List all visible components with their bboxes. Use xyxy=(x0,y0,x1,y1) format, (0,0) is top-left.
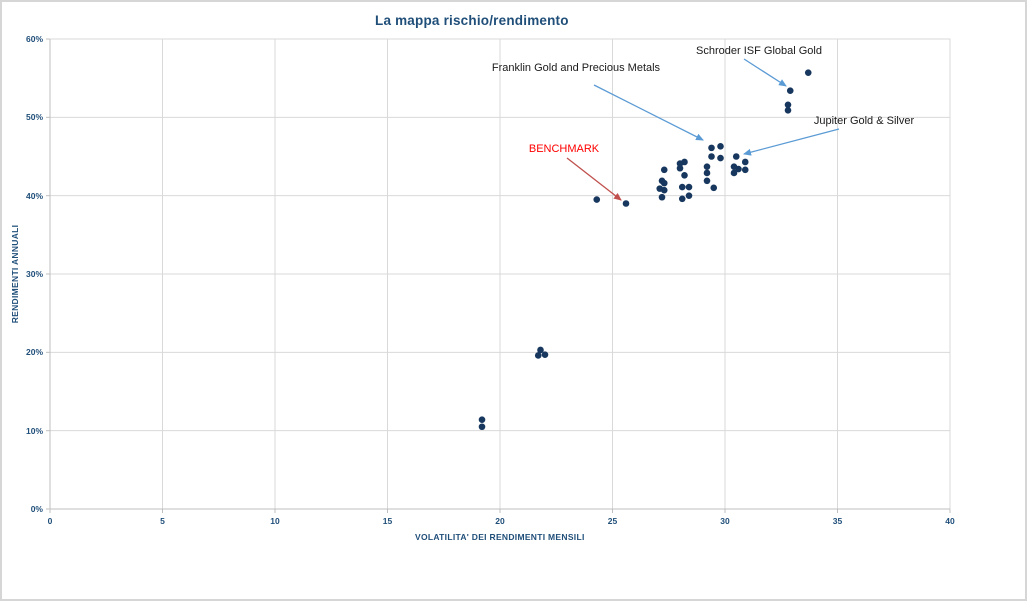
data-point xyxy=(534,352,542,359)
data-point xyxy=(804,69,812,76)
y-tick-label: 50% xyxy=(25,112,43,123)
annotation-franklin-label: Franklin Gold and Precious Metals xyxy=(491,62,661,74)
x-axis-title: VOLATILITA' DEI RENDIMENTI MENSILI xyxy=(415,532,585,542)
y-tick-label: 10% xyxy=(25,425,43,436)
data-point xyxy=(537,346,544,354)
data-point xyxy=(658,193,666,201)
data-point xyxy=(717,143,724,150)
annotation-schroder-arrow xyxy=(743,58,787,87)
data-point xyxy=(678,183,686,191)
data-point xyxy=(541,351,549,358)
y-tick-label: 20% xyxy=(25,347,43,358)
annotation-benchmark-arrow xyxy=(566,157,622,201)
data-point xyxy=(660,179,668,187)
x-tick-label: 5 xyxy=(160,516,165,526)
data-point xyxy=(784,101,792,109)
data-point xyxy=(735,165,742,173)
data-point xyxy=(678,195,686,203)
data-point xyxy=(593,196,601,203)
y-tick-label: 40% xyxy=(25,190,43,201)
data-point xyxy=(710,184,718,192)
annotation-franklin-arrow xyxy=(593,84,704,141)
data-point xyxy=(708,144,715,152)
data-point xyxy=(681,158,688,166)
data-point xyxy=(730,169,738,177)
data-point xyxy=(741,158,749,166)
x-tick-label: 10 xyxy=(270,516,280,526)
data-point xyxy=(703,177,711,185)
data-point xyxy=(741,166,749,174)
x-tick-label: 30 xyxy=(720,516,730,526)
data-point xyxy=(478,416,486,424)
data-point xyxy=(732,153,740,160)
x-tick-label: 35 xyxy=(832,516,843,526)
x-tick-label: 20 xyxy=(495,516,505,526)
annotation-jupiter-arrow xyxy=(743,128,840,156)
y-tick-label: 30% xyxy=(25,269,43,279)
data-point xyxy=(685,183,693,191)
data-point xyxy=(660,186,668,194)
data-point xyxy=(478,423,486,431)
data-point xyxy=(703,163,711,170)
x-tick-label: 0 xyxy=(47,516,53,526)
x-tick-label: 40 xyxy=(945,516,955,526)
data-point xyxy=(622,200,630,207)
data-point xyxy=(660,166,668,174)
data-point xyxy=(786,87,794,94)
y-tick-label: 0% xyxy=(30,504,43,514)
annotation-jupiter-label: Jupiter Gold & Silver xyxy=(813,115,915,127)
y-tick-label: 60% xyxy=(25,34,43,44)
chart-title: La mappa rischio/rendimento xyxy=(375,13,569,28)
data-point xyxy=(681,172,688,179)
data-point xyxy=(703,169,711,177)
data-point xyxy=(685,192,693,199)
data-point xyxy=(784,106,792,114)
data-point xyxy=(676,164,684,172)
x-tick-label: 25 xyxy=(607,516,618,526)
data-point xyxy=(708,153,715,160)
annotation-schroder-label: Schroder ISF Global Gold xyxy=(696,45,822,57)
data-point xyxy=(717,154,724,162)
x-tick-label: 15 xyxy=(382,516,393,526)
annotation-benchmark-label: BENCHMARK xyxy=(528,143,600,155)
